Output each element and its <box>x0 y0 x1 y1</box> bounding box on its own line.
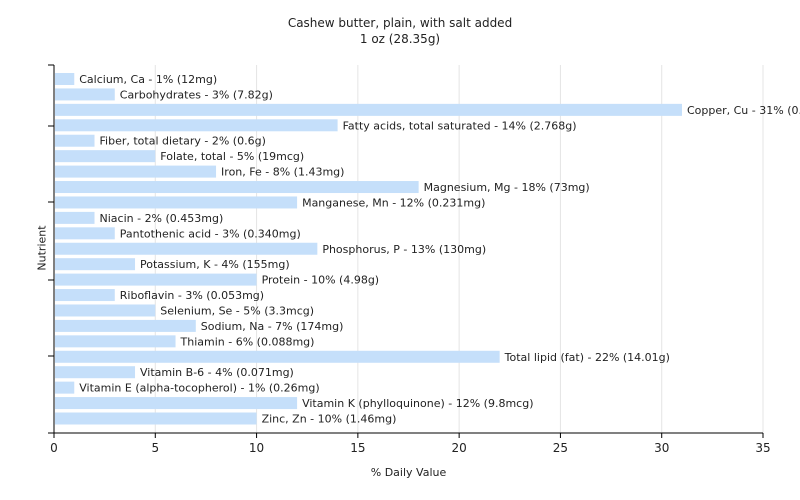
bar <box>55 366 136 379</box>
x-tick-label: 5 <box>151 441 159 455</box>
x-tick-label: 0 <box>50 441 58 455</box>
bar-label: Vitamin E (alpha-tocopherol) - 1% (0.26m… <box>79 382 319 395</box>
bar-label: Carbohydrates - 3% (7.82g) <box>120 88 273 101</box>
bar <box>55 289 115 302</box>
bar-label: Pantothenic acid - 3% (0.340mg) <box>120 227 301 240</box>
bar-label: Sodium, Na - 7% (174mg) <box>201 320 344 333</box>
x-tick-label: 20 <box>452 441 467 455</box>
bar-label: Total lipid (fat) - 22% (14.01g) <box>504 351 670 364</box>
bar <box>55 319 196 332</box>
bar <box>55 73 75 85</box>
bar <box>55 103 682 116</box>
axes: 0 5 10 15 20 25 30 35 <box>48 64 771 455</box>
bar <box>55 381 75 394</box>
x-tick-label: 25 <box>553 441 568 455</box>
bar <box>55 196 298 209</box>
bar-label: Iron, Fe - 8% (1.43mg) <box>221 166 344 179</box>
chart-subtitle: 1 oz (28.35g) <box>359 32 441 46</box>
bar-label: Manganese, Mn - 12% (0.231mg) <box>302 196 485 209</box>
bar <box>55 181 419 194</box>
bar <box>55 350 500 363</box>
bar-label: Vitamin B-6 - 4% (0.071mg) <box>140 366 294 379</box>
bar-label: Folate, total - 5% (19mcg) <box>160 150 304 163</box>
bar-label: Niacin - 2% (0.453mg) <box>100 212 224 225</box>
bar <box>55 211 95 224</box>
bar-label: Fiber, total dietary - 2% (0.6g) <box>100 135 266 148</box>
bar-label: Riboflavin - 3% (0.053mg) <box>120 289 264 302</box>
bar <box>55 150 156 163</box>
bar <box>55 397 298 410</box>
bar <box>55 134 95 147</box>
bar-label: Potassium, K - 4% (155mg) <box>140 258 290 271</box>
bar <box>55 227 115 240</box>
bar <box>55 335 176 348</box>
bar-label: Magnesium, Mg - 18% (73mg) <box>424 181 590 194</box>
bar <box>55 165 217 178</box>
bar <box>55 273 257 286</box>
bar <box>55 88 115 101</box>
y-axis-label: Nutrient <box>35 225 49 271</box>
bar <box>55 258 136 271</box>
x-tick-label: 30 <box>654 441 669 455</box>
bar <box>55 119 338 132</box>
bar <box>55 304 156 317</box>
bar-label: Selenium, Se - 5% (3.3mcg) <box>160 304 314 317</box>
x-tick-label: 15 <box>350 441 365 455</box>
bar-label: Calcium, Ca - 1% (12mg) <box>79 73 217 86</box>
bar-label: Vitamin K (phylloquinone) - 12% (9.8mcg) <box>302 397 533 410</box>
chart-title: Cashew butter, plain, with salt added <box>287 16 513 30</box>
x-axis-label: % Daily Value <box>370 466 447 479</box>
bar-label: Phosphorus, P - 13% (130mg) <box>322 243 486 256</box>
bar-label: Zinc, Zn - 10% (1.46mg) <box>262 413 397 426</box>
x-tick-label: 10 <box>249 441 264 455</box>
bar-label: Copper, Cu - 31% (0.621mg) <box>687 104 800 117</box>
bar-label: Thiamin - 6% (0.088mg) <box>180 335 315 348</box>
bar-label: Protein - 10% (4.98g) <box>262 274 380 287</box>
bar <box>55 412 257 425</box>
bar-label: Fatty acids, total saturated - 14% (2.76… <box>343 119 577 132</box>
x-tick-label: 35 <box>755 441 770 455</box>
bars: Calcium, Ca - 1% (12mg) Carbohydrates - 3… <box>55 73 800 426</box>
bar <box>55 242 318 255</box>
